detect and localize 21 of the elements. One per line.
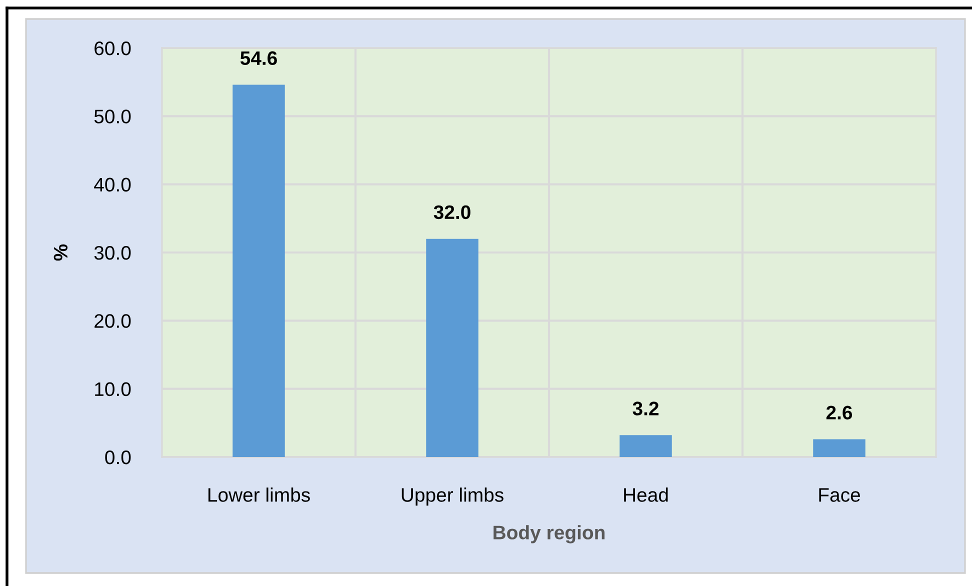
x-tick-label: Head	[624, 488, 668, 502]
y-tick-label: 50.0	[94, 110, 131, 124]
y-tick-label: 10.0	[95, 382, 131, 396]
x-tick-label: Upper limbs	[402, 488, 504, 506]
x-tick-label: Lower limbs	[208, 488, 310, 502]
y-axis-title: %	[54, 244, 68, 261]
y-tick-label: 60.0	[94, 41, 131, 56]
bar	[232, 84, 285, 457]
x-tick-label: Face	[819, 488, 860, 502]
bar	[620, 435, 672, 457]
y-tick-label: 20.0	[94, 314, 131, 328]
y-tick-label: 40.0	[94, 178, 131, 192]
data-label: 32.0	[434, 205, 470, 220]
data-label: 3.2	[632, 402, 658, 416]
y-tick-label: 0.0	[105, 450, 131, 464]
data-label: 54.6	[240, 51, 277, 66]
data-label: 2.6	[826, 406, 852, 420]
x-axis-title: Body region	[494, 525, 605, 544]
y-tick-label: 30.0	[94, 246, 131, 260]
bar	[426, 238, 478, 457]
bar	[813, 439, 866, 457]
